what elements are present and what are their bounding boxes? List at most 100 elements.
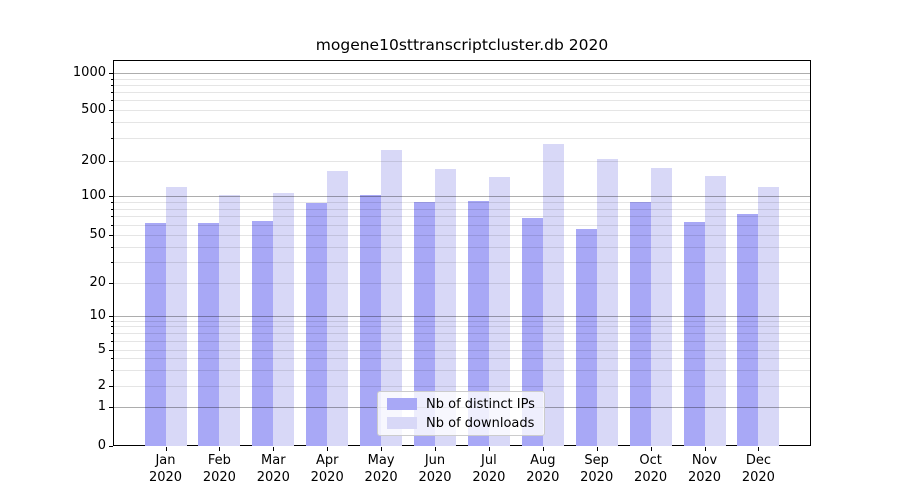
chart-title: mogene10sttranscriptcluster.db 2020 xyxy=(315,36,609,54)
gridline-minor xyxy=(114,85,810,86)
x-tick-year: 2020 xyxy=(310,470,344,485)
gridline-minor xyxy=(114,262,810,263)
x-tick-year: 2020 xyxy=(580,470,614,485)
bar-downloads-jan xyxy=(165,186,187,446)
x-tick-month: Nov xyxy=(691,453,718,468)
y-tick-mark xyxy=(109,283,113,284)
gridline-major xyxy=(114,73,810,74)
bar-downloads-jun xyxy=(435,169,456,446)
bar-distinct-ips-oct xyxy=(629,201,651,446)
bar-distinct-ips-feb xyxy=(198,222,220,446)
gridline-minor xyxy=(114,79,810,80)
bar-downloads-mar xyxy=(273,192,295,446)
bar-distinct-ips-dec xyxy=(737,213,759,446)
y-tick-mark xyxy=(109,110,113,111)
y-minor-tick-mark xyxy=(111,138,113,139)
x-tick-year: 2020 xyxy=(418,470,452,485)
bar-downloads-aug xyxy=(542,143,564,446)
bar-distinct-ips-apr xyxy=(306,203,328,446)
gridline-minor xyxy=(114,122,810,123)
y-minor-tick-mark xyxy=(111,209,113,210)
gridline-minor xyxy=(114,283,810,284)
bar-downloads-nov xyxy=(704,176,726,446)
gridline-major xyxy=(114,196,810,197)
y-tick-mark xyxy=(109,235,113,236)
legend: Nb of distinct IPs Nb of downloads xyxy=(377,391,545,436)
x-tick-label: Oct 2020 xyxy=(623,452,679,486)
y-tick-mark xyxy=(109,196,113,197)
x-tick-month: Aug xyxy=(530,453,556,468)
bar-downloads-dec xyxy=(758,186,780,446)
x-tick-month: Oct xyxy=(639,453,662,468)
x-tick-mark xyxy=(166,447,167,451)
x-tick-label: May 2020 xyxy=(353,452,409,486)
x-tick-label: Aug 2020 xyxy=(515,452,571,486)
y-tick-mark xyxy=(109,316,113,317)
y-tick-mark xyxy=(109,446,113,447)
gridline-minor xyxy=(114,386,810,387)
y-minor-tick-mark xyxy=(111,370,113,371)
y-minor-tick-mark xyxy=(111,85,113,86)
bar-distinct-ips-jan xyxy=(144,222,166,446)
x-tick-mark xyxy=(381,447,382,451)
x-tick-month: Mar xyxy=(261,453,286,468)
x-tick-month: Jul xyxy=(481,453,497,468)
x-tick-year: 2020 xyxy=(202,470,236,485)
y-minor-tick-mark xyxy=(111,122,113,123)
legend-label-distinct-ips: Nb of distinct IPs xyxy=(426,396,535,412)
bar-distinct-ips-jun xyxy=(414,201,435,446)
legend-swatch-distinct-ips-icon xyxy=(387,398,417,410)
y-minor-tick-mark xyxy=(111,100,113,101)
x-tick-mark xyxy=(543,447,544,451)
y-minor-tick-mark xyxy=(111,79,113,80)
bar-distinct-ips-aug xyxy=(521,217,543,446)
x-tick-label: Sep 2020 xyxy=(569,452,625,486)
bar-downloads-sep xyxy=(596,158,618,446)
bar-downloads-jul xyxy=(488,176,510,446)
y-tick-label: 0 xyxy=(97,438,106,453)
gridline-minor xyxy=(114,225,810,226)
x-tick-mark xyxy=(219,447,220,451)
x-tick-label: Apr 2020 xyxy=(299,452,355,486)
y-minor-tick-mark xyxy=(111,326,113,327)
y-minor-tick-mark xyxy=(111,225,113,226)
x-tick-label: Dec 2020 xyxy=(730,452,786,486)
y-tick-mark xyxy=(109,73,113,74)
x-tick-year: 2020 xyxy=(148,470,183,485)
x-tick-year: 2020 xyxy=(687,470,722,485)
x-tick-label: Feb 2020 xyxy=(191,452,247,486)
y-tick-mark xyxy=(109,386,113,387)
gridline-minor xyxy=(114,341,810,342)
bar-downloads-apr xyxy=(327,170,349,446)
y-tick-label: 100 xyxy=(81,188,106,203)
y-tick-mark xyxy=(109,350,113,351)
x-tick-label: Jul 2020 xyxy=(461,452,517,486)
y-tick-label: 10 xyxy=(89,307,106,323)
x-tick-mark xyxy=(705,447,706,451)
y-minor-tick-mark xyxy=(111,92,113,93)
y-minor-tick-mark xyxy=(111,358,113,359)
bar-downloads-may xyxy=(381,149,403,446)
x-tick-month: Dec xyxy=(745,453,771,468)
gridline-minor xyxy=(114,216,810,217)
y-minor-tick-mark xyxy=(111,341,113,342)
x-tick-mark xyxy=(651,447,652,451)
gridline-minor xyxy=(114,138,810,139)
y-tick-label: 5 xyxy=(97,341,106,357)
x-tick-label: Jun 2020 xyxy=(407,452,463,486)
x-tick-month: Feb xyxy=(207,453,231,468)
y-minor-tick-mark xyxy=(111,321,113,322)
x-tick-month: Sep xyxy=(584,453,609,468)
gridline-minor xyxy=(114,161,810,162)
x-tick-year: 2020 xyxy=(634,470,668,485)
x-tick-label: Jan 2020 xyxy=(138,452,194,486)
bar-distinct-ips-sep xyxy=(575,228,597,446)
legend-row-downloads: Nb of downloads xyxy=(387,416,535,431)
x-tick-year: 2020 xyxy=(256,470,290,485)
gridline-minor xyxy=(114,370,810,371)
x-tick-mark xyxy=(758,447,759,451)
y-minor-tick-mark xyxy=(111,216,113,217)
y-tick-label: 2 xyxy=(97,378,106,393)
legend-swatch-downloads-icon xyxy=(387,417,417,429)
x-tick-month: Jan xyxy=(155,453,176,468)
